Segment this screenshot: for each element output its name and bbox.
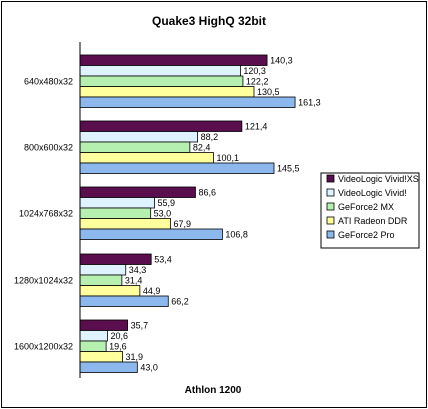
- legend-swatch-0: [326, 174, 335, 183]
- bar-0-2: [79, 75, 244, 87]
- bar-0-1: [79, 65, 241, 77]
- category-label-0: 640x480x32: [24, 76, 73, 86]
- value-label-2-3: 67,9: [174, 219, 192, 229]
- value-label-3-2: 31,4: [125, 276, 143, 286]
- bar-1-1: [79, 131, 198, 143]
- bar-4-1: [79, 330, 108, 342]
- legend-label-0: VideoLogic Vivid!XS: [338, 174, 419, 184]
- legend-swatch-4: [326, 230, 335, 239]
- value-label-3-1: 34,3: [129, 265, 147, 275]
- value-label-2-2: 53,0: [154, 209, 172, 219]
- value-label-4-1: 20,6: [110, 331, 128, 341]
- bar-2-4: [79, 228, 223, 240]
- bar-1-3: [79, 152, 214, 164]
- value-label-4-3: 31,9: [126, 352, 144, 362]
- bar-1-2: [79, 141, 191, 153]
- bar-4-3: [79, 351, 123, 363]
- bar-4-2: [79, 340, 107, 352]
- bar-3-4: [79, 295, 169, 307]
- category-label-2: 1024x768x32: [19, 208, 73, 218]
- legend-swatch-2: [326, 202, 335, 211]
- value-label-0-4: 161,3: [298, 98, 321, 108]
- bar-0-4: [79, 96, 296, 108]
- value-label-0-0: 140,3: [270, 56, 293, 66]
- bar-4-4: [79, 361, 138, 373]
- value-label-1-3: 100,1: [216, 153, 239, 163]
- bar-3-3: [79, 285, 141, 297]
- value-label-1-2: 82,4: [193, 143, 211, 153]
- category-label-4: 1600x1200x32: [14, 341, 73, 351]
- bar-0-0: [79, 54, 268, 66]
- legend-label-4: GeForce2 Pro: [338, 230, 395, 240]
- value-label-2-0: 86,6: [198, 188, 216, 198]
- bar-1-4: [79, 162, 275, 174]
- value-label-3-0: 53,4: [154, 255, 172, 265]
- bar-3-0: [79, 253, 152, 265]
- legend-swatch-1: [326, 188, 335, 197]
- value-label-2-1: 55,9: [158, 198, 176, 208]
- value-label-3-3: 44,9: [143, 286, 161, 296]
- bar-4-0: [79, 319, 128, 331]
- value-label-2-4: 106,8: [225, 230, 248, 240]
- bar-2-2: [79, 207, 152, 219]
- value-label-0-3: 130,5: [257, 87, 280, 97]
- legend: VideoLogic Vivid!XS VideoLogic Vivid! GeFo…: [320, 172, 420, 249]
- value-label-4-4: 43,0: [140, 363, 158, 373]
- category-label-1: 800x600x32: [24, 142, 73, 152]
- legend-label-2: GeForce2 MX: [338, 202, 394, 212]
- bar-2-1: [79, 197, 155, 209]
- legend-box: [320, 172, 420, 249]
- bar-0-3: [79, 86, 255, 98]
- bar-1-0: [79, 120, 243, 132]
- value-label-1-0: 121,4: [245, 122, 268, 132]
- value-label-4-2: 19,6: [109, 342, 127, 352]
- value-label-1-1: 88,2: [201, 132, 219, 142]
- bar-2-0: [79, 186, 196, 198]
- value-label-3-4: 66,2: [171, 297, 189, 307]
- bar-3-2: [79, 274, 123, 286]
- legend-label-1: VideoLogic Vivid!: [338, 188, 407, 198]
- chart-title: Quake3 HighQ 32bit: [152, 14, 266, 28]
- value-label-1-4: 145,5: [277, 164, 300, 174]
- value-label-0-2: 122,2: [246, 77, 269, 87]
- category-label-3: 1280x1024x32: [14, 275, 73, 285]
- legend-swatch-3: [326, 216, 335, 225]
- bar-3-1: [79, 264, 127, 276]
- value-label-0-1: 120,3: [243, 66, 266, 76]
- legend-label-3: ATI Radeon DDR: [338, 216, 408, 226]
- bar-2-3: [79, 218, 171, 230]
- category-labels: 640x480x32 800x600x32 1024x768x32 1280x1024…: [14, 76, 73, 351]
- value-label-4-0: 35,7: [131, 321, 149, 331]
- x-axis-label: Athlon 1200: [185, 385, 242, 396]
